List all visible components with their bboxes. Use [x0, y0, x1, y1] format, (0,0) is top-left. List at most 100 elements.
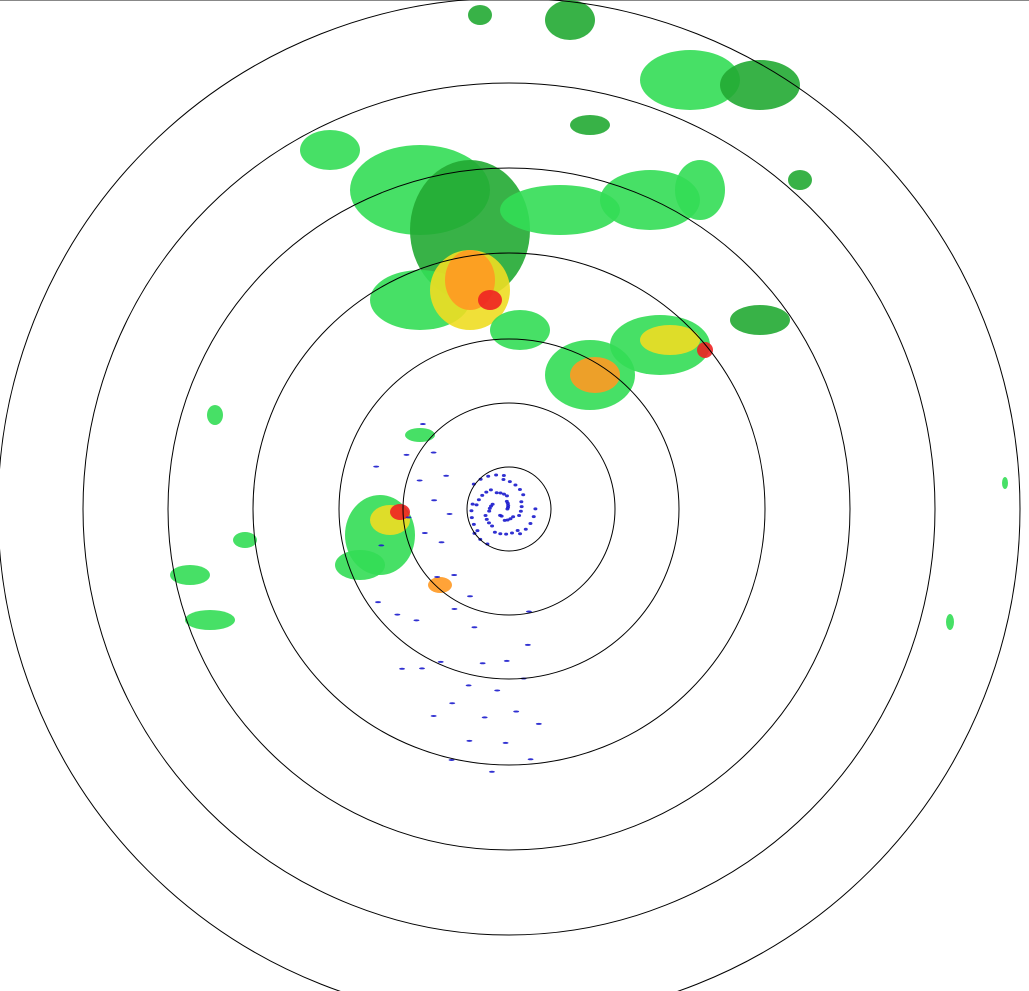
echo-cell [373, 465, 380, 468]
echo-cell [504, 499, 509, 503]
echo-cell [451, 607, 458, 610]
range-ring-5 [167, 167, 851, 851]
echo-cell [519, 500, 524, 504]
echo-cell [720, 60, 800, 110]
echo-cell [488, 770, 495, 773]
echo-cell [500, 185, 620, 235]
echo-cell [494, 491, 499, 495]
echo-cell [518, 532, 523, 536]
echo-cell [515, 529, 520, 533]
echo-cell [469, 516, 474, 520]
echo-cell [471, 522, 476, 526]
echo-cell [1002, 477, 1008, 489]
echo-cell [233, 532, 257, 548]
echo-cell [513, 710, 520, 713]
echo-cell [421, 531, 428, 534]
echo-cell [469, 509, 474, 513]
echo-cell [484, 490, 489, 494]
echo-cell [517, 487, 522, 491]
echo-cell [335, 550, 385, 580]
echo-cell [483, 514, 488, 518]
echo-cell [474, 503, 479, 507]
echo-cell [508, 517, 513, 521]
echo-cell [467, 595, 474, 598]
echo-cell [419, 423, 426, 426]
echo-cell [476, 498, 481, 502]
echo-cell [481, 716, 488, 719]
echo-cell [416, 479, 423, 482]
echo-cell [405, 516, 412, 519]
echo-cell [490, 524, 495, 528]
echo-cell [468, 5, 492, 25]
echo-cell [428, 577, 452, 593]
echo-cell [399, 667, 406, 670]
echo-cell [394, 613, 401, 616]
range-ring-4 [252, 252, 766, 766]
echo-cell [446, 512, 453, 515]
range-ring-1 [466, 466, 552, 552]
echo-cell [946, 614, 954, 630]
echo-cell [431, 499, 438, 502]
echo-cell [510, 531, 515, 535]
echo-cell [207, 405, 223, 425]
echo-cell [600, 170, 700, 230]
echo-cell [502, 492, 507, 496]
echo-layer [170, 0, 1008, 773]
echo-cell [504, 532, 509, 536]
echo-cell [378, 544, 385, 547]
echo-cell [533, 507, 538, 511]
echo-cell [501, 478, 506, 482]
echo-cell [489, 504, 494, 508]
echo-cell [405, 428, 435, 442]
echo-cell [504, 494, 509, 498]
range-ring-6 [82, 82, 936, 936]
echo-cell [494, 473, 499, 477]
echo-cell [492, 530, 497, 534]
echo-cell [502, 741, 509, 744]
echo-cell [527, 758, 534, 761]
echo-cell [470, 502, 475, 506]
echo-cell [487, 506, 492, 510]
echo-cell [430, 451, 437, 454]
echo-cell [518, 509, 523, 513]
echo-cell [478, 290, 502, 310]
echo-cell [640, 325, 700, 355]
echo-cell [449, 702, 456, 705]
echo-cell [675, 160, 725, 220]
echo-cell [531, 515, 536, 519]
echo-cell [479, 662, 486, 665]
echo-cell [499, 514, 504, 518]
echo-cell [507, 480, 512, 484]
echo-cell [448, 758, 455, 761]
echo-cell [523, 527, 528, 531]
echo-cell [570, 357, 620, 393]
echo-cell [511, 515, 516, 519]
echo-cell [498, 532, 503, 536]
echo-cell [528, 521, 533, 525]
echo-cell [730, 305, 790, 335]
echo-cell [465, 684, 472, 687]
echo-cell [640, 50, 740, 110]
range-ring-2 [402, 402, 616, 616]
range-ring-3 [338, 338, 680, 680]
echo-cell [490, 310, 550, 350]
echo-cell [471, 626, 478, 629]
echo-cell [501, 474, 506, 478]
echo-cell [535, 722, 542, 725]
echo-cell [521, 493, 526, 497]
echo-cell [519, 505, 524, 509]
echo-cell [437, 660, 444, 663]
echo-cell [300, 130, 360, 170]
echo-cell [170, 565, 210, 585]
echo-cell [697, 342, 713, 358]
echo-cell [498, 491, 503, 495]
echo-cell [513, 483, 518, 487]
echo-cell [486, 474, 491, 478]
echo-cell [390, 504, 410, 520]
echo-cell [517, 513, 522, 517]
echo-cell [503, 659, 510, 662]
echo-cell [451, 573, 458, 576]
